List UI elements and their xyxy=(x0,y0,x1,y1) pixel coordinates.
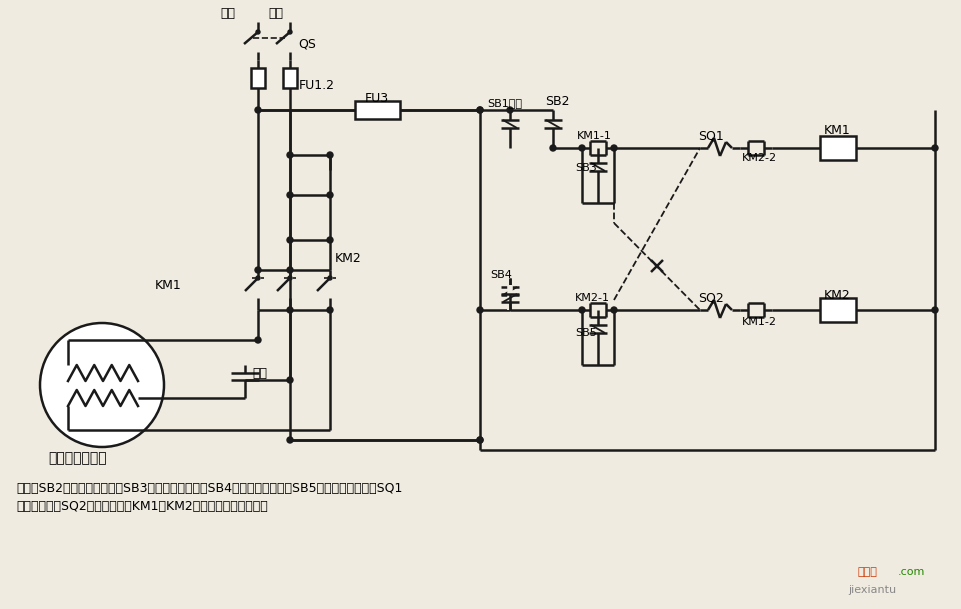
Circle shape xyxy=(477,107,482,113)
Circle shape xyxy=(477,437,482,443)
Bar xyxy=(251,68,264,88)
Circle shape xyxy=(256,30,259,34)
Text: FU1.2: FU1.2 xyxy=(299,79,334,91)
Circle shape xyxy=(327,307,333,313)
Text: SQ2: SQ2 xyxy=(698,292,723,304)
Circle shape xyxy=(286,377,293,383)
Text: 电容: 电容 xyxy=(252,367,267,379)
Circle shape xyxy=(477,107,482,113)
Circle shape xyxy=(255,337,260,343)
Circle shape xyxy=(255,107,260,113)
Text: SQ1: SQ1 xyxy=(698,130,723,143)
Text: KM1-1: KM1-1 xyxy=(577,131,611,141)
Text: QS: QS xyxy=(298,38,315,51)
Bar xyxy=(355,101,400,119)
Circle shape xyxy=(256,276,259,280)
Circle shape xyxy=(286,192,293,198)
Text: 为最高限位，SQ2为最低限位。KM1、KM2可用中间继电器代替。: 为最高限位，SQ2为最低限位。KM1、KM2可用中间继电器代替。 xyxy=(16,499,267,513)
Text: 火线: 火线 xyxy=(220,7,234,19)
Text: SB4: SB4 xyxy=(489,270,511,280)
Text: KM1-2: KM1-2 xyxy=(741,317,776,327)
Bar xyxy=(819,298,855,322)
Text: jiexiantu: jiexiantu xyxy=(847,585,896,595)
Circle shape xyxy=(287,276,292,280)
Circle shape xyxy=(286,267,293,273)
Circle shape xyxy=(255,267,260,273)
Text: KM2-1: KM2-1 xyxy=(575,293,609,303)
Circle shape xyxy=(287,30,292,34)
Circle shape xyxy=(286,237,293,243)
Circle shape xyxy=(327,237,333,243)
Text: KM2-2: KM2-2 xyxy=(741,153,776,163)
Circle shape xyxy=(327,192,333,198)
Circle shape xyxy=(286,307,293,313)
Text: 接线图: 接线图 xyxy=(857,567,877,577)
Circle shape xyxy=(506,107,512,113)
Text: KM1: KM1 xyxy=(824,124,850,136)
Circle shape xyxy=(610,145,616,151)
Text: SB5: SB5 xyxy=(575,328,596,338)
Text: SB2: SB2 xyxy=(545,94,569,108)
Text: KM2: KM2 xyxy=(824,289,850,301)
Circle shape xyxy=(477,307,482,313)
Text: SB1停止: SB1停止 xyxy=(486,98,522,108)
Text: FU3: FU3 xyxy=(364,91,388,105)
Bar xyxy=(283,68,297,88)
Bar xyxy=(819,136,855,160)
Text: 单相电容电动机: 单相电容电动机 xyxy=(48,451,107,465)
Circle shape xyxy=(579,145,584,151)
Circle shape xyxy=(610,307,616,313)
Circle shape xyxy=(286,152,293,158)
Text: SB3: SB3 xyxy=(575,163,596,173)
Text: 零线: 零线 xyxy=(268,7,283,19)
Circle shape xyxy=(327,152,333,158)
Circle shape xyxy=(550,145,555,151)
Circle shape xyxy=(40,323,163,447)
Circle shape xyxy=(931,307,937,313)
Circle shape xyxy=(286,437,293,443)
Circle shape xyxy=(328,276,332,280)
Text: KM2: KM2 xyxy=(334,252,361,264)
Circle shape xyxy=(931,145,937,151)
Circle shape xyxy=(579,307,584,313)
Text: 说明：SB2为上升启动按鈕，SB3为上升点动按鈕，SB4为下降启动按鈕，SB5为下降点动按鈕；SQ1: 说明：SB2为上升启动按鈕，SB3为上升点动按鈕，SB4为下降启动按鈕，SB5为… xyxy=(16,482,402,495)
Text: KM1: KM1 xyxy=(155,278,182,292)
Text: .com: .com xyxy=(897,567,924,577)
Circle shape xyxy=(477,437,482,443)
